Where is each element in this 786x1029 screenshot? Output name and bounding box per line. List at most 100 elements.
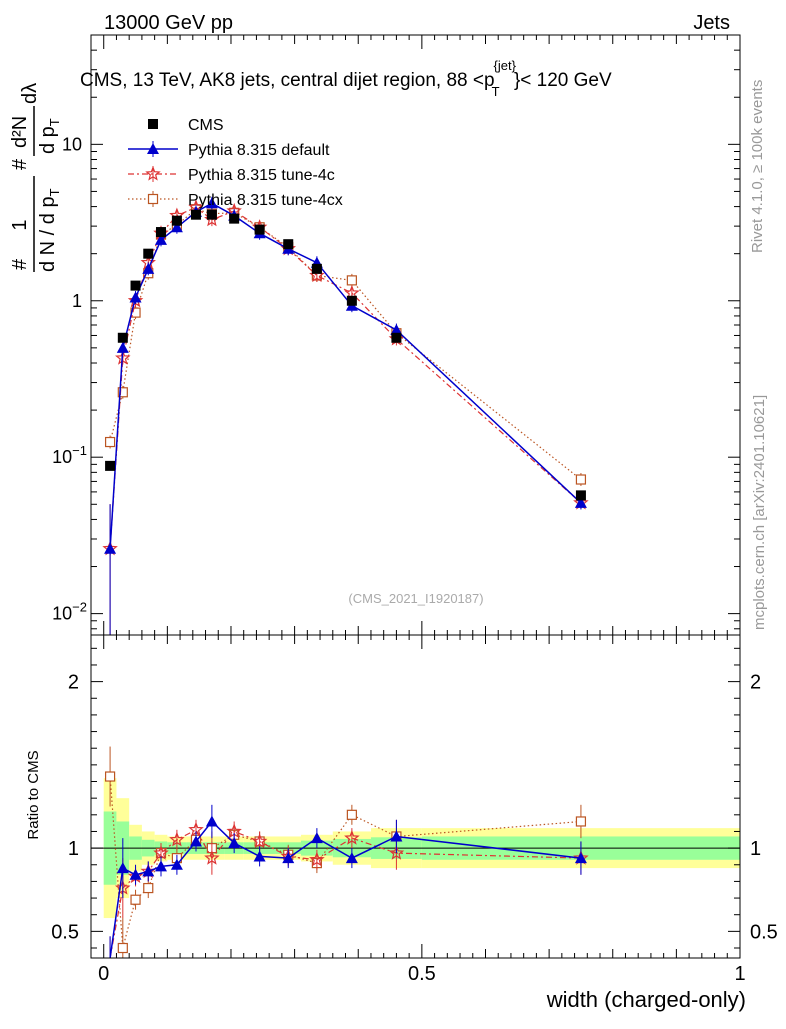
legend-entry-default: Pythia 8.315 default: [128, 141, 330, 159]
point-default: [154, 233, 167, 245]
ratio-y-tick-label-right: 1: [750, 838, 761, 860]
point-cms: [105, 460, 116, 471]
ratio-point-default: [189, 835, 202, 847]
legend-label-tune4c: Pythia 8.315 tune-4c: [188, 167, 335, 184]
point-cms: [130, 280, 141, 291]
point-cms: [206, 209, 217, 220]
series-default: [104, 196, 587, 635]
main-y-axis-label: # 1 d N / d pT # d²N d pT dλ: [9, 83, 62, 272]
ratio-point-default: [253, 850, 266, 862]
legend-marker-default: [147, 143, 159, 154]
x-tick-label: 0.5: [408, 963, 436, 985]
ratio-point-tune4cx: [143, 882, 154, 894]
legend: CMS Pythia 8.315 default Pythia 8.315 tune…: [128, 117, 343, 209]
ratio-y-axis-label: Ratio to CMS: [25, 750, 42, 839]
point-cms: [171, 215, 182, 226]
ratio-point-default: [574, 852, 587, 864]
ratio-point-tune4cx: [117, 942, 128, 954]
ratio-frame: [90, 634, 741, 959]
header-process-label: 13000 GeV pp: [104, 12, 233, 34]
ylabel-den: d N / d pT: [37, 188, 62, 272]
point-tune4c: [115, 349, 131, 365]
ratio-point-tune4c: [204, 849, 220, 865]
series-tune4cx: [104, 202, 587, 635]
ratio-point-tune4c: [251, 833, 268, 849]
series-line-default: [109, 202, 582, 549]
legend-label-cms: CMS: [188, 117, 224, 134]
point-cms: [190, 209, 201, 220]
ratio-point-default: [205, 815, 218, 827]
ylabel-hash-b: #: [9, 158, 31, 170]
x-tick-label: 0: [98, 963, 109, 985]
ylabel-dlambda: dλ: [19, 83, 41, 104]
point-cms: [346, 295, 357, 306]
ratio-point-default: [345, 852, 358, 864]
legend-entry-tune4cx: Pythia 8.315 tune-4cx: [128, 191, 343, 209]
main-y-tick-label: 10−2: [52, 600, 87, 624]
ratio-y-tick-label: 0.5: [51, 921, 79, 943]
ratio-point-default: [170, 858, 183, 870]
point-default: [574, 496, 587, 508]
ratio-point-tune4c: [153, 844, 169, 860]
point-cms: [117, 332, 128, 343]
point-cms: [254, 224, 265, 235]
title-sub-t: T: [492, 84, 500, 99]
title-part-b: }< 120 GeV: [514, 70, 612, 91]
point-tune4cx: [104, 436, 116, 448]
legend-label-tune4cx: Pythia 8.315 tune-4cx: [188, 192, 343, 209]
ratio-y-tick-label: 1: [68, 838, 79, 860]
legend-label-default: Pythia 8.315 default: [188, 142, 330, 159]
legend-entry-cms: CMS: [148, 117, 224, 134]
ratio-point-default: [390, 830, 403, 842]
ratio-series-default: [109, 804, 587, 959]
ratio-point-tune4cx: [104, 771, 116, 782]
point-cms: [575, 490, 586, 501]
ratio-point-default: [282, 852, 295, 864]
title-sup-jet: {jet}: [494, 58, 517, 73]
point-cms: [155, 227, 166, 238]
point-tune4cx: [575, 474, 587, 485]
series-tune4c: [102, 199, 589, 635]
point-cms: [143, 248, 154, 259]
point-cms: [283, 239, 294, 250]
ratio-point-default: [310, 832, 323, 844]
series-line-tune4c: [109, 206, 582, 549]
main-y-tick-label: 10−1: [52, 443, 87, 467]
point-default: [390, 324, 403, 336]
point-default: [129, 291, 142, 303]
main-y-tick-label: 1: [72, 291, 82, 311]
ylabel-num: d²N: [9, 116, 31, 148]
ratio-point-tune4c: [344, 829, 360, 845]
legend-marker-cms: [148, 119, 158, 129]
legend-marker-tune4cx: [147, 193, 159, 205]
ratio-point-tune4cx: [575, 816, 587, 827]
ratio-point-tune4c: [309, 851, 325, 867]
mcplots-label: mcplots.cern.ch [arXiv:2401.10621]: [751, 395, 768, 630]
ratio-y-tick-label-right: 0.5: [750, 921, 778, 943]
point-default: [142, 262, 155, 274]
point-cms: [229, 213, 240, 224]
series-line-tune4cx: [109, 208, 582, 480]
ratio-bands: [91, 778, 740, 919]
point-cms: [391, 332, 402, 343]
ratio-series: [104, 746, 589, 959]
point-tune4cx: [117, 387, 128, 398]
title-part-a: CMS, 13 TeV, AK8 jets, central dijet reg…: [80, 70, 495, 91]
legend-marker-tune4c: [145, 165, 161, 181]
ratio-y-tick-label-right: 2: [750, 672, 761, 694]
x-axis-label: width (charged-only): [546, 987, 746, 1012]
main-series: [102, 196, 589, 635]
ratio-point-tune4cx: [130, 894, 141, 905]
point-cms: [311, 263, 322, 274]
ratio-point-tune4c: [169, 831, 185, 847]
ratio-y-tick-label: 2: [68, 672, 79, 694]
ratio-point-default: [116, 862, 129, 874]
main-plot-title: CMS, 13 TeV, AK8 jets, central dijet reg…: [80, 58, 612, 99]
ylabel-hash-a: #: [9, 258, 31, 270]
x-tick-label: 1: [734, 963, 745, 985]
ylabel-den2: d pT: [37, 118, 62, 154]
header-jets-label: Jets: [693, 12, 730, 34]
ylabel-one: 1: [9, 219, 31, 230]
